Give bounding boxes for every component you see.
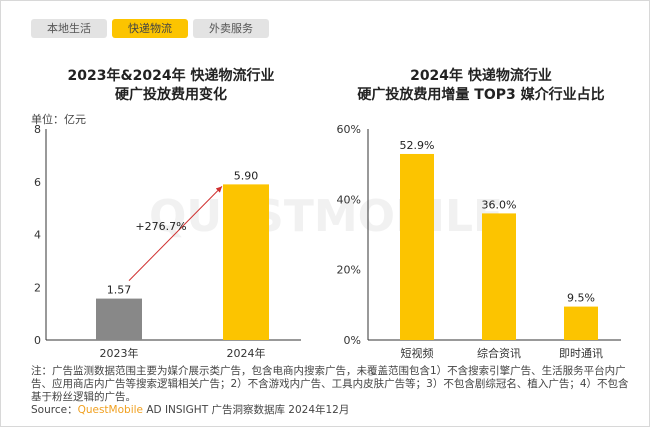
y-tick-label: 0% <box>344 334 361 347</box>
source-prefix: Source： <box>31 404 78 416</box>
watermark: QUESTMOBILE <box>149 191 503 242</box>
data-label: 52.9% <box>400 139 435 152</box>
y-tick-label: 6 <box>34 176 41 189</box>
category-label: 2023年 <box>100 346 139 360</box>
left-title-line1: 2023年&2024年 快递物流行业 <box>67 68 275 84</box>
bar-share <box>482 213 516 340</box>
tab-local-life[interactable]: 本地生活 <box>31 19 107 38</box>
source-brand: QuestMobile <box>77 404 143 416</box>
y-tick-label: 60% <box>337 123 361 136</box>
right-title-line1: 2024年 快递物流行业 <box>410 68 552 84</box>
footnote-text: 注：广告监测数据范围主要为媒介展示类广告，包含电商内搜索广告，未覆盖范围包含1）… <box>31 365 629 403</box>
y-tick-label: 20% <box>337 264 361 277</box>
y-tick-label: 2 <box>34 281 41 294</box>
left-chart-title: 2023年&2024年 快递物流行业 硬广投放费用变化 <box>41 67 301 105</box>
growth-arrow <box>128 186 223 281</box>
tab-express-logistics[interactable]: 快递物流 <box>112 19 188 38</box>
y-tick-label: 8 <box>34 123 41 136</box>
source-line: Source：QuestMobile AD INSIGHT 广告洞察数据库 20… <box>31 404 631 417</box>
data-label: 5.90 <box>234 169 259 182</box>
y-tick-label: 4 <box>34 229 41 242</box>
data-label: 9.5% <box>567 292 595 305</box>
right-chart-title: 2024年 快递物流行业 硬广投放费用增量 TOP3 媒介行业占比 <box>331 67 631 105</box>
left-title-line2: 硬广投放费用变化 <box>115 87 227 103</box>
bar-cost <box>96 298 142 340</box>
data-label: 36.0% <box>482 198 517 211</box>
data-label: 1.57 <box>107 284 132 297</box>
source-rest: AD INSIGHT 广告洞察数据库 2024年12月 <box>143 404 350 416</box>
category-label: 2024年 <box>227 346 266 360</box>
bar-share <box>564 306 598 340</box>
category-label: 综合资讯 <box>477 346 521 360</box>
bar-cost <box>223 184 269 340</box>
right-title-line2: 硬广投放费用增量 TOP3 媒介行业占比 <box>357 87 605 103</box>
footnote: 注：广告监测数据范围主要为媒介展示类广告，包含电商内搜索广告，未覆盖范围包含1）… <box>31 365 631 417</box>
unit-label: 单位：亿元 <box>31 113 86 126</box>
y-tick-label: 40% <box>337 193 361 206</box>
tab-food-delivery[interactable]: 外卖服务 <box>193 19 269 38</box>
growth-annotation: +276.7% <box>135 220 186 233</box>
bar-share <box>400 153 434 340</box>
y-tick-label: 0 <box>34 334 41 347</box>
category-label: 短视频 <box>401 346 434 360</box>
category-label: 即时通讯 <box>559 347 603 360</box>
